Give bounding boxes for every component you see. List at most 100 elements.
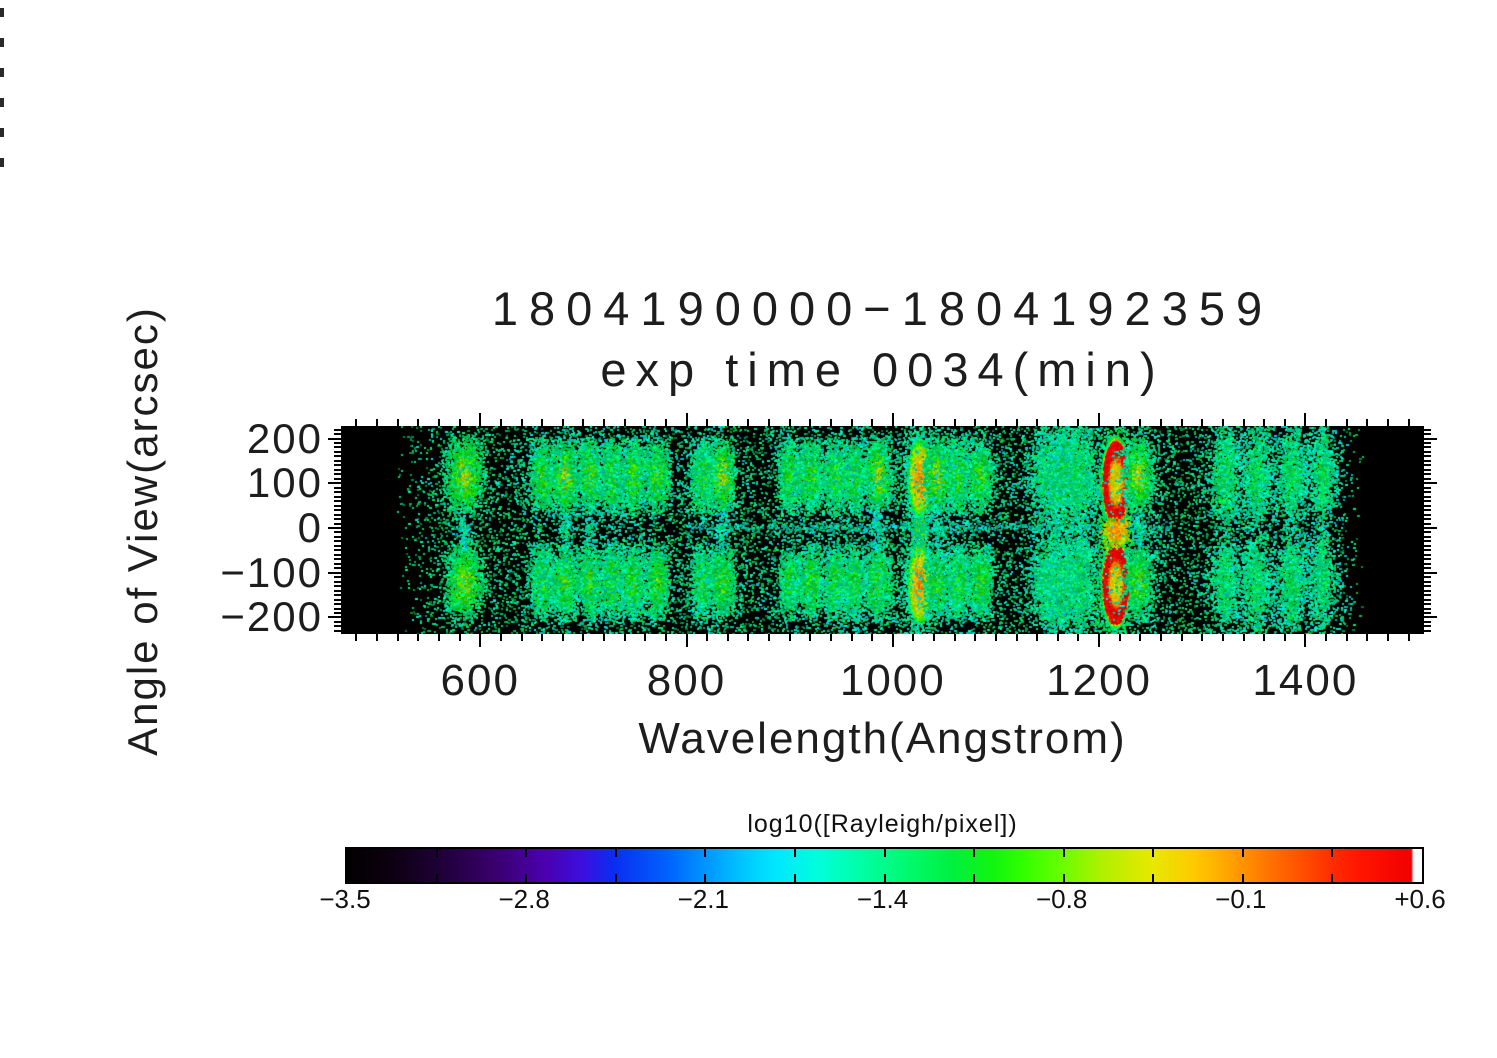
plot-title-line-2: exp time 0034(min) bbox=[600, 343, 1165, 396]
x-axis-minor-tick-top bbox=[912, 419, 915, 426]
y-axis-minor-tick bbox=[334, 567, 341, 570]
x-axis-minor-tick-top bbox=[355, 419, 358, 426]
x-tick-label: 600 bbox=[440, 656, 520, 705]
x-axis-major-tick bbox=[479, 634, 482, 647]
y-axis-minor-tick-right bbox=[1424, 500, 1431, 503]
y-tick-label: −200 bbox=[220, 593, 323, 641]
y-axis-minor-tick bbox=[334, 509, 341, 512]
colorbar-tick bbox=[704, 849, 707, 857]
colorbar-tick bbox=[614, 849, 617, 857]
x-axis-minor-tick bbox=[706, 634, 709, 641]
x-axis-minor-tick-top bbox=[788, 419, 791, 426]
y-axis-minor-tick-right bbox=[1424, 598, 1431, 601]
y-axis-minor-tick-right bbox=[1424, 518, 1431, 521]
y-axis-minor-tick-right bbox=[1424, 486, 1431, 489]
colorbar-tick bbox=[1152, 874, 1155, 882]
x-axis-minor-tick-top bbox=[396, 419, 399, 426]
x-axis-minor-tick bbox=[499, 634, 502, 641]
y-axis-minor-tick-right bbox=[1424, 544, 1431, 547]
colorbar-tick bbox=[704, 874, 707, 882]
x-axis-minor-tick bbox=[912, 634, 915, 641]
y-axis-minor-tick-right bbox=[1424, 585, 1431, 588]
y-axis-minor-tick bbox=[334, 522, 341, 525]
colorbar-tick bbox=[1062, 874, 1065, 882]
x-axis-minor-tick bbox=[768, 634, 771, 641]
x-axis-minor-tick bbox=[1386, 634, 1389, 641]
y-axis-minor-tick bbox=[334, 459, 341, 462]
spectrogram-canvas bbox=[341, 426, 1424, 634]
x-axis-minor-tick bbox=[871, 634, 874, 641]
x-axis-minor-tick-top bbox=[1386, 419, 1389, 426]
x-axis-minor-tick bbox=[1283, 634, 1286, 641]
x-axis-minor-tick bbox=[850, 634, 853, 641]
y-axis-minor-tick-right bbox=[1424, 459, 1431, 462]
y-axis-minor-tick bbox=[334, 580, 341, 583]
y-axis-minor-tick-right bbox=[1424, 531, 1431, 534]
x-axis-minor-tick-top bbox=[747, 419, 750, 426]
y-axis-minor-tick bbox=[334, 428, 341, 431]
x-axis-minor-tick bbox=[437, 634, 440, 641]
y-axis-minor-tick-right bbox=[1424, 580, 1431, 583]
x-axis-minor-tick bbox=[747, 634, 750, 641]
y-axis-minor-tick-right bbox=[1424, 477, 1431, 480]
y-axis-minor-tick bbox=[334, 585, 341, 588]
x-axis-minor-tick-top bbox=[499, 419, 502, 426]
y-axis-minor-tick bbox=[334, 477, 341, 480]
x-axis-major-tick bbox=[685, 634, 688, 647]
y-tick-label: 200 bbox=[246, 414, 323, 462]
x-axis-minor-tick bbox=[1015, 634, 1018, 641]
x-axis-minor-tick bbox=[829, 634, 832, 641]
y-axis-major-tick bbox=[328, 526, 341, 529]
x-axis-minor-tick bbox=[1036, 634, 1039, 641]
y-axis-major-tick bbox=[328, 571, 341, 574]
edge-artifact bbox=[0, 98, 4, 107]
colorbar-tick-label: −0.8 bbox=[1035, 884, 1088, 914]
x-axis-major-tick-top bbox=[891, 413, 894, 426]
x-axis-minor-tick-top bbox=[994, 419, 997, 426]
y-axis-minor-tick bbox=[334, 562, 341, 565]
x-axis-minor-tick bbox=[974, 634, 977, 641]
y-axis-major-tick bbox=[328, 482, 341, 485]
x-axis-minor-tick bbox=[726, 634, 729, 641]
y-axis-minor-tick-right bbox=[1424, 450, 1431, 453]
x-tick-label: 1400 bbox=[1252, 656, 1359, 705]
y-axis-minor-tick-right bbox=[1424, 567, 1431, 570]
x-axis-major-tick-top bbox=[479, 413, 482, 426]
y-axis-minor-tick-right bbox=[1424, 468, 1431, 471]
x-axis-minor-tick-top bbox=[603, 419, 605, 426]
y-axis-major-tick-right bbox=[1424, 571, 1437, 574]
x-axis-minor-tick bbox=[809, 634, 812, 641]
y-axis-minor-tick-right bbox=[1424, 509, 1431, 512]
x-axis-minor-tick-top bbox=[933, 419, 936, 426]
x-axis-minor-tick bbox=[953, 634, 956, 641]
x-axis-minor-tick-top bbox=[1242, 419, 1245, 426]
y-axis-minor-tick bbox=[334, 495, 341, 498]
x-axis-minor-tick-top bbox=[644, 419, 647, 426]
colorbar-tick bbox=[1241, 874, 1244, 882]
y-axis-minor-tick-right bbox=[1424, 464, 1431, 467]
x-axis-minor-tick bbox=[1201, 634, 1204, 641]
y-axis-minor-tick bbox=[334, 513, 341, 516]
y-axis-minor-tick-right bbox=[1424, 620, 1431, 623]
colorbar-tick-label: −1.4 bbox=[856, 884, 909, 914]
y-axis-minor-tick-right bbox=[1424, 513, 1431, 516]
y-axis-minor-tick-right bbox=[1424, 562, 1431, 565]
x-axis-minor-tick-top bbox=[850, 419, 853, 426]
y-axis-minor-tick bbox=[334, 531, 341, 534]
x-axis-minor-tick bbox=[1407, 634, 1410, 641]
x-axis-minor-tick-top bbox=[1345, 419, 1348, 426]
y-axis-minor-tick bbox=[334, 553, 341, 556]
x-axis-minor-tick bbox=[664, 634, 667, 641]
y-axis-minor-tick-right bbox=[1424, 625, 1431, 628]
y-axis-major-tick-right bbox=[1424, 482, 1437, 485]
y-axis-minor-tick-right bbox=[1424, 522, 1431, 525]
colorbar-tick-label: −0.1 bbox=[1215, 884, 1267, 914]
x-axis-minor-tick-top bbox=[1015, 419, 1018, 426]
x-axis-minor-tick bbox=[1263, 634, 1266, 641]
y-axis-minor-tick-right bbox=[1424, 629, 1431, 632]
y-axis-minor-tick bbox=[334, 603, 341, 606]
x-axis-minor-tick-top bbox=[458, 419, 461, 426]
y-axis-minor-tick bbox=[334, 491, 341, 494]
y-axis-minor-tick-right bbox=[1424, 603, 1431, 606]
y-axis-minor-tick bbox=[334, 473, 341, 476]
